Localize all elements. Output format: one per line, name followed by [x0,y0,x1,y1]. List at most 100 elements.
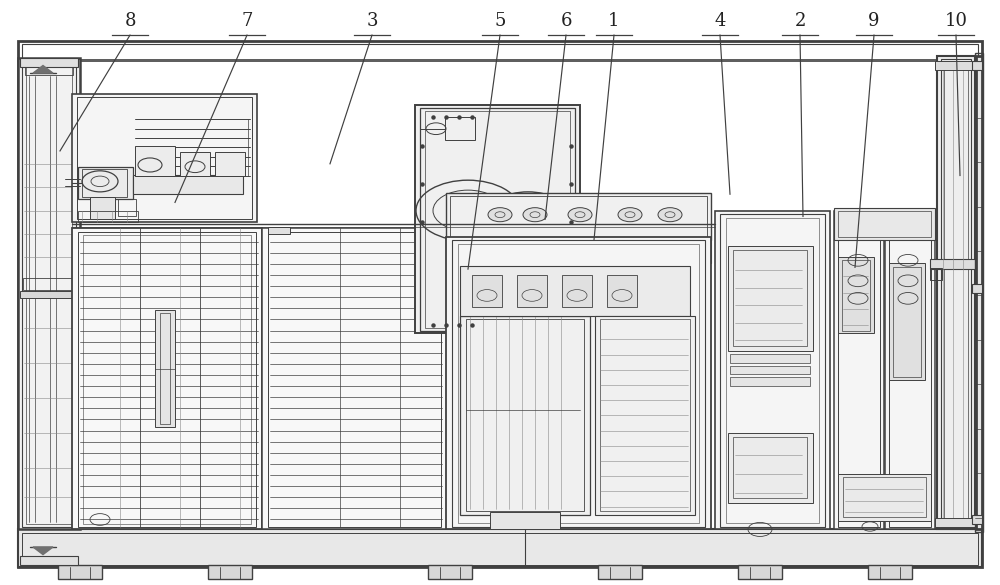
Bar [730,366,810,374]
Text: 5: 5 [494,12,506,30]
Bar [738,565,782,579]
Bar [446,237,711,529]
Bar [415,105,580,333]
Bar [268,227,290,234]
Bar [517,275,547,307]
Bar [838,257,874,333]
Bar [77,97,252,219]
Circle shape [658,208,682,222]
Bar [972,515,982,524]
Bar [733,250,807,346]
Bar [728,433,813,503]
Bar [82,169,127,197]
Bar [460,316,590,515]
Bar [25,67,73,75]
Bar [595,316,695,515]
Bar [22,533,978,565]
Bar [834,211,884,529]
Bar [452,240,705,526]
Polygon shape [33,66,53,73]
Bar [944,62,968,524]
Text: 4: 4 [714,12,726,30]
Bar [463,272,491,333]
Bar [838,474,931,521]
Bar [22,62,76,526]
Bar [208,565,252,579]
Bar [20,291,80,298]
Text: 1: 1 [608,12,620,30]
Bar [20,556,78,565]
Bar [461,313,493,322]
Bar [838,211,931,237]
Bar [72,94,257,222]
Bar [466,211,528,240]
Bar [133,176,243,194]
Bar [180,152,210,175]
Bar [83,235,251,524]
Bar [20,58,78,67]
Bar [889,263,925,380]
Bar [461,278,493,287]
Bar [18,529,982,567]
Bar [58,565,102,579]
Bar [78,167,133,199]
Bar [720,214,825,526]
Bar [937,56,975,529]
Text: 2: 2 [794,12,806,30]
Bar [930,259,978,269]
Bar [461,295,493,304]
Bar [425,111,570,328]
Bar [22,44,978,564]
Circle shape [488,208,512,222]
Bar [834,208,935,240]
Bar [843,477,926,517]
Text: 7: 7 [241,12,253,30]
Bar [472,275,502,307]
Bar [155,310,175,427]
Bar [893,267,921,377]
Text: 6: 6 [560,12,572,30]
Bar [18,58,80,529]
Bar [428,565,472,579]
Bar [445,117,475,140]
Bar [935,518,977,526]
Text: 3: 3 [366,12,378,30]
Bar [733,437,807,498]
Bar [268,232,441,526]
Bar [215,152,245,175]
Bar [941,59,971,526]
Bar [420,108,575,331]
Bar [160,313,170,424]
Bar [135,146,175,176]
Bar [975,53,983,532]
Bar [930,268,942,280]
Circle shape [618,208,642,222]
Bar [26,64,72,524]
Bar [600,319,690,511]
Bar [468,275,486,331]
Bar [598,565,642,579]
Bar [78,232,256,526]
Bar [78,211,138,222]
Bar [450,196,707,237]
Circle shape [568,208,592,222]
Text: 8: 8 [124,12,136,30]
Bar [868,565,912,579]
Bar [726,218,819,523]
Bar [446,193,711,240]
Bar [72,228,262,529]
Bar [972,284,982,292]
Bar [728,246,813,351]
Bar [446,240,711,263]
Bar [935,61,977,70]
Circle shape [523,208,547,222]
Bar [730,377,810,386]
Bar [889,214,931,526]
Bar [490,512,560,529]
Polygon shape [33,547,53,555]
Bar [466,319,584,511]
Bar [715,211,830,529]
Bar [262,228,447,529]
Bar [458,244,699,523]
Bar [90,197,115,219]
